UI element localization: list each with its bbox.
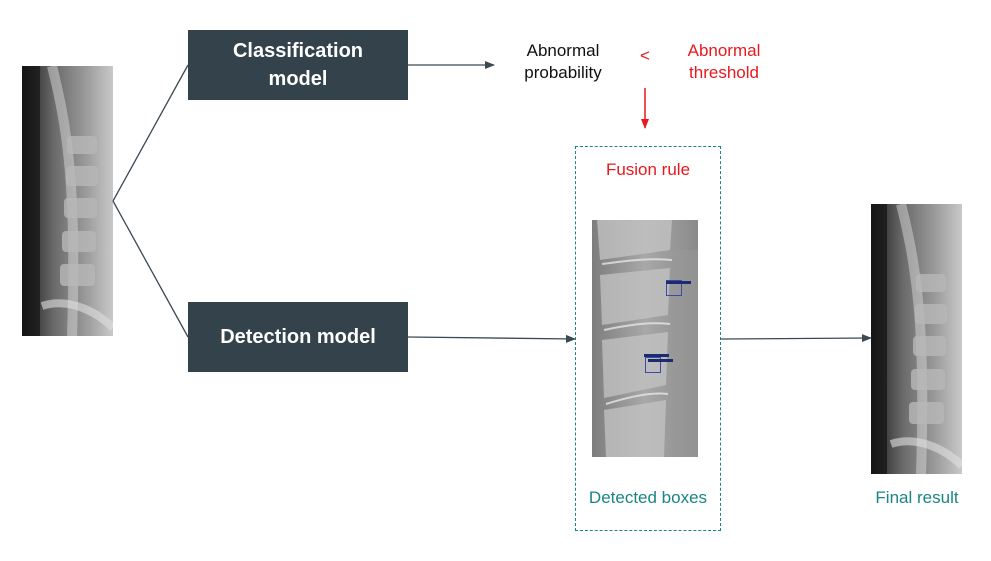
detected-boxes-image bbox=[592, 220, 698, 457]
detected-boxes-label: Detected boxes bbox=[588, 488, 708, 507]
detection-model-box: Detection model bbox=[188, 302, 408, 372]
classification-model-box: Classification model bbox=[188, 30, 408, 100]
fusion-rule-label: Fusion rule bbox=[605, 160, 691, 179]
edge-input-to-detection bbox=[112, 200, 189, 338]
detection-box-upper bbox=[666, 280, 682, 296]
edge-detection-to-fusion bbox=[407, 334, 576, 343]
final-result-label: Final result bbox=[875, 488, 959, 507]
detection-model-label: Detection model bbox=[220, 326, 376, 348]
abnormal-threshold-label: Abnormal threshold bbox=[687, 41, 761, 82]
edge-fusion-to-final bbox=[720, 334, 872, 343]
detection-box-lower-bar-2 bbox=[648, 359, 673, 362]
comparator-symbol: < bbox=[640, 46, 650, 65]
final-result-image bbox=[871, 204, 962, 474]
detection-box-lower-bar-1 bbox=[644, 354, 669, 357]
detection-box-lower bbox=[645, 357, 661, 373]
edge-input-to-classification bbox=[112, 64, 189, 202]
abnormal-probability-label: Abnormal probability bbox=[524, 41, 602, 82]
detection-box-upper-bar bbox=[666, 281, 691, 284]
classification-model-label: Classification model bbox=[232, 40, 364, 90]
input-xray-image bbox=[22, 66, 113, 336]
